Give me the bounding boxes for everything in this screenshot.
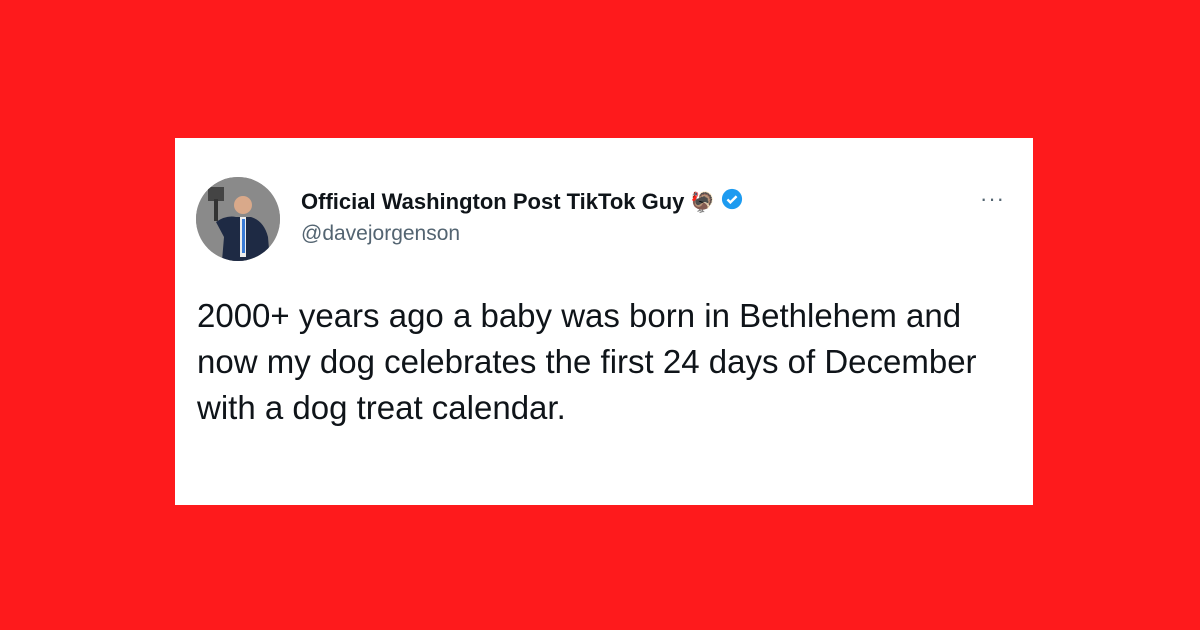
display-name-text[interactable]: Official Washington Post TikTok Guy bbox=[301, 189, 685, 214]
avatar[interactable] bbox=[196, 177, 280, 261]
tweet-text: 2000+ years ago a baby was born in Bethl… bbox=[197, 297, 977, 426]
handle[interactable]: @davejorgenson bbox=[301, 222, 461, 245]
turkey-emoji-icon: 🦃 bbox=[690, 191, 716, 214]
display-name[interactable]: Official Washington Post TikTok Guy 🦃 bbox=[301, 188, 743, 216]
more-options-icon[interactable]: ··· bbox=[980, 186, 1005, 211]
tweet-card: Official Washington Post TikTok Guy 🦃 @d… bbox=[175, 138, 1033, 505]
verified-badge-icon bbox=[721, 188, 743, 216]
